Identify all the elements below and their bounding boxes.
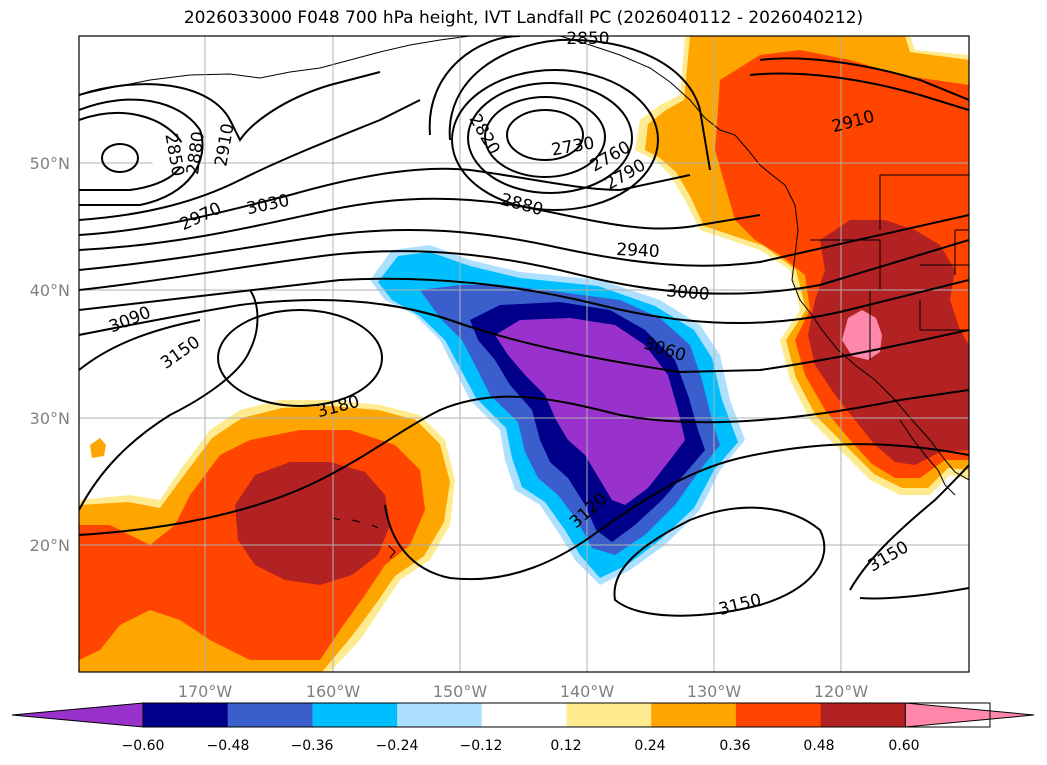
colorbar-tick-label: −0.60 — [122, 738, 165, 754]
map-frame — [78, 35, 970, 673]
contour-label: 3150 — [865, 537, 912, 576]
alaska-coast — [79, 36, 471, 96]
contour-label: 2910 — [211, 122, 238, 168]
colorbar-segments — [11, 702, 1035, 728]
colorbar-tick-label: 0.48 — [803, 738, 834, 754]
lon-label-160w: 160°W — [306, 682, 361, 701]
colorbar-segment — [397, 703, 483, 727]
baja-coast — [899, 419, 956, 496]
colorbar-tick-label: −0.24 — [376, 738, 419, 754]
lon-label-150w: 150°W — [433, 682, 488, 701]
contour-label: 2850 — [566, 29, 609, 49]
ivt-positive-048-sw — [235, 462, 390, 585]
colorbar-segment — [481, 703, 567, 727]
gulf-of-alaska-coast — [559, 36, 969, 481]
contour-label: 3150 — [717, 590, 764, 620]
height-contours — [79, 36, 969, 617]
ivt-positive-small-blob — [90, 438, 106, 458]
colorbar-extend-left — [11, 702, 144, 728]
state-borders — [810, 174, 969, 360]
contour-label: 3090 — [106, 303, 154, 338]
colorbar-segment — [227, 703, 313, 727]
lon-tick-labels: 170°W 160°W 150°W 140°W 130°W 120°W — [178, 682, 869, 701]
contour-label: 2940 — [616, 240, 660, 262]
colorbar-tick-label: −0.36 — [291, 738, 334, 754]
lat-label-30n: 30°N — [30, 409, 70, 428]
colorbar-extend-right — [904, 702, 1035, 728]
contour-label: 3000 — [665, 281, 710, 305]
lon-label-120w: 120°W — [814, 682, 869, 701]
contour-label: 3150 — [157, 332, 204, 373]
colorbar-tick-label: 0.24 — [634, 738, 665, 754]
colorbar-segment — [651, 703, 737, 727]
colorbar-tick-label: 0.12 — [550, 738, 581, 754]
colorbar-tick-label: 0.60 — [888, 738, 919, 754]
colorbar-tick-label: −0.12 — [460, 738, 503, 754]
hawaii-islands — [332, 517, 396, 559]
colorbar-segment — [735, 703, 822, 727]
contour-label: 2880 — [498, 190, 545, 221]
colorbar-frame — [142, 702, 991, 728]
ivt-positive-060-ne — [842, 310, 882, 360]
colorbar-segment — [143, 703, 229, 727]
lat-label-20n: 20°N — [30, 536, 70, 555]
colorbar-segment — [566, 703, 652, 727]
lat-label-40n: 40°N — [30, 281, 70, 300]
colorbar-ticks: −0.60 −0.48 −0.36 −0.24 −0.12 0.12 0.24 … — [122, 738, 920, 754]
colorbar: −0.60 −0.48 −0.36 −0.24 −0.12 0.12 0.24 … — [11, 702, 1035, 754]
lon-label-130w: 130°W — [687, 682, 742, 701]
colorbar-segment — [820, 703, 906, 727]
lat-label-50n: 50°N — [30, 154, 70, 173]
colorbar-tick-label: 0.36 — [719, 738, 750, 754]
lon-label-140w: 140°W — [560, 682, 615, 701]
ivt-positive-048-ne — [808, 220, 969, 465]
lat-tick-labels: 50°N 40°N 30°N 20°N — [30, 154, 70, 555]
contour-label: 2970 — [177, 199, 225, 235]
colorbar-tick-label: −0.48 — [207, 738, 250, 754]
colorbar-segment — [312, 703, 398, 727]
lon-label-170w: 170°W — [178, 682, 233, 701]
map-title: 2026033000 F048 700 hPa height, IVT Land… — [183, 8, 864, 28]
graticule — [79, 36, 969, 672]
contour-label: 3030 — [245, 191, 291, 220]
coastline-layer — [79, 36, 969, 559]
